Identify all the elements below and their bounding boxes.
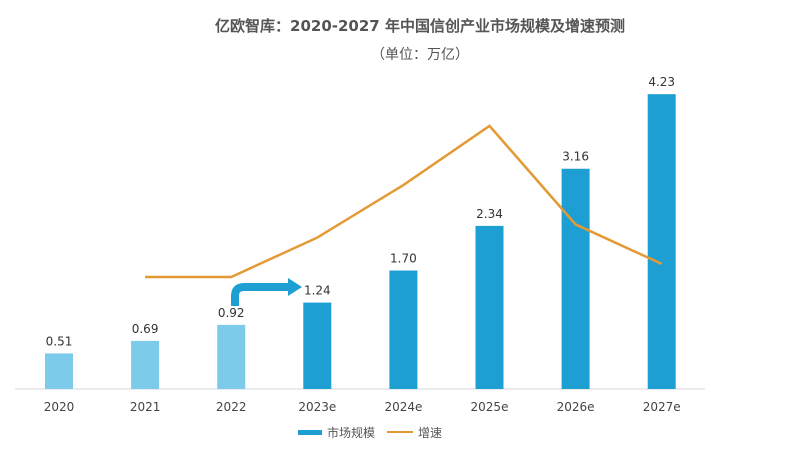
x-tick-label: 2022: [216, 400, 247, 414]
chart-title: 亿欧智库：2020-2027 年中国信创产业市场规模及增速预测: [215, 17, 625, 35]
bar-2025e: [475, 225, 504, 389]
x-tick-label: 2025e: [471, 400, 509, 414]
bar-value-label: 0.69: [132, 322, 159, 336]
bar-value-label: 1.70: [390, 252, 417, 266]
x-tick-label: 2020: [44, 400, 75, 414]
bar-value-label: 2.34: [476, 207, 503, 221]
legend-bar-swatch: [298, 430, 322, 435]
legend-bar-label: 市场规模: [327, 425, 375, 440]
x-tick-label: 2027e: [643, 400, 681, 414]
x-tick-label: 2026e: [557, 400, 595, 414]
legend: 市场规模 增速: [298, 425, 442, 440]
bar-2023e: [303, 302, 332, 389]
bar-2020: [45, 353, 73, 389]
legend-line-label: 增速: [418, 426, 442, 440]
x-tick-label: 2021: [130, 400, 161, 414]
bar-value-label: 0.92: [218, 306, 245, 320]
growth-arrow-head: [288, 278, 302, 296]
bar-value-label: 1.24: [304, 284, 331, 298]
bar-2026e: [561, 168, 590, 389]
x-tick-label: 2024e: [384, 400, 422, 414]
bar-2022: [217, 324, 246, 389]
bar-2021: [131, 340, 160, 389]
bar-value-label: 4.23: [648, 75, 675, 89]
bar-value-label: 0.51: [46, 334, 73, 348]
bar-value-label: 3.16: [562, 150, 589, 164]
x-tick-label: 2023e: [298, 400, 336, 414]
bar-2024e: [389, 270, 418, 389]
bar-2027e: [647, 94, 676, 389]
growth-arrow: [231, 283, 290, 306]
chart-subtitle: （单位：万亿）: [371, 47, 469, 63]
